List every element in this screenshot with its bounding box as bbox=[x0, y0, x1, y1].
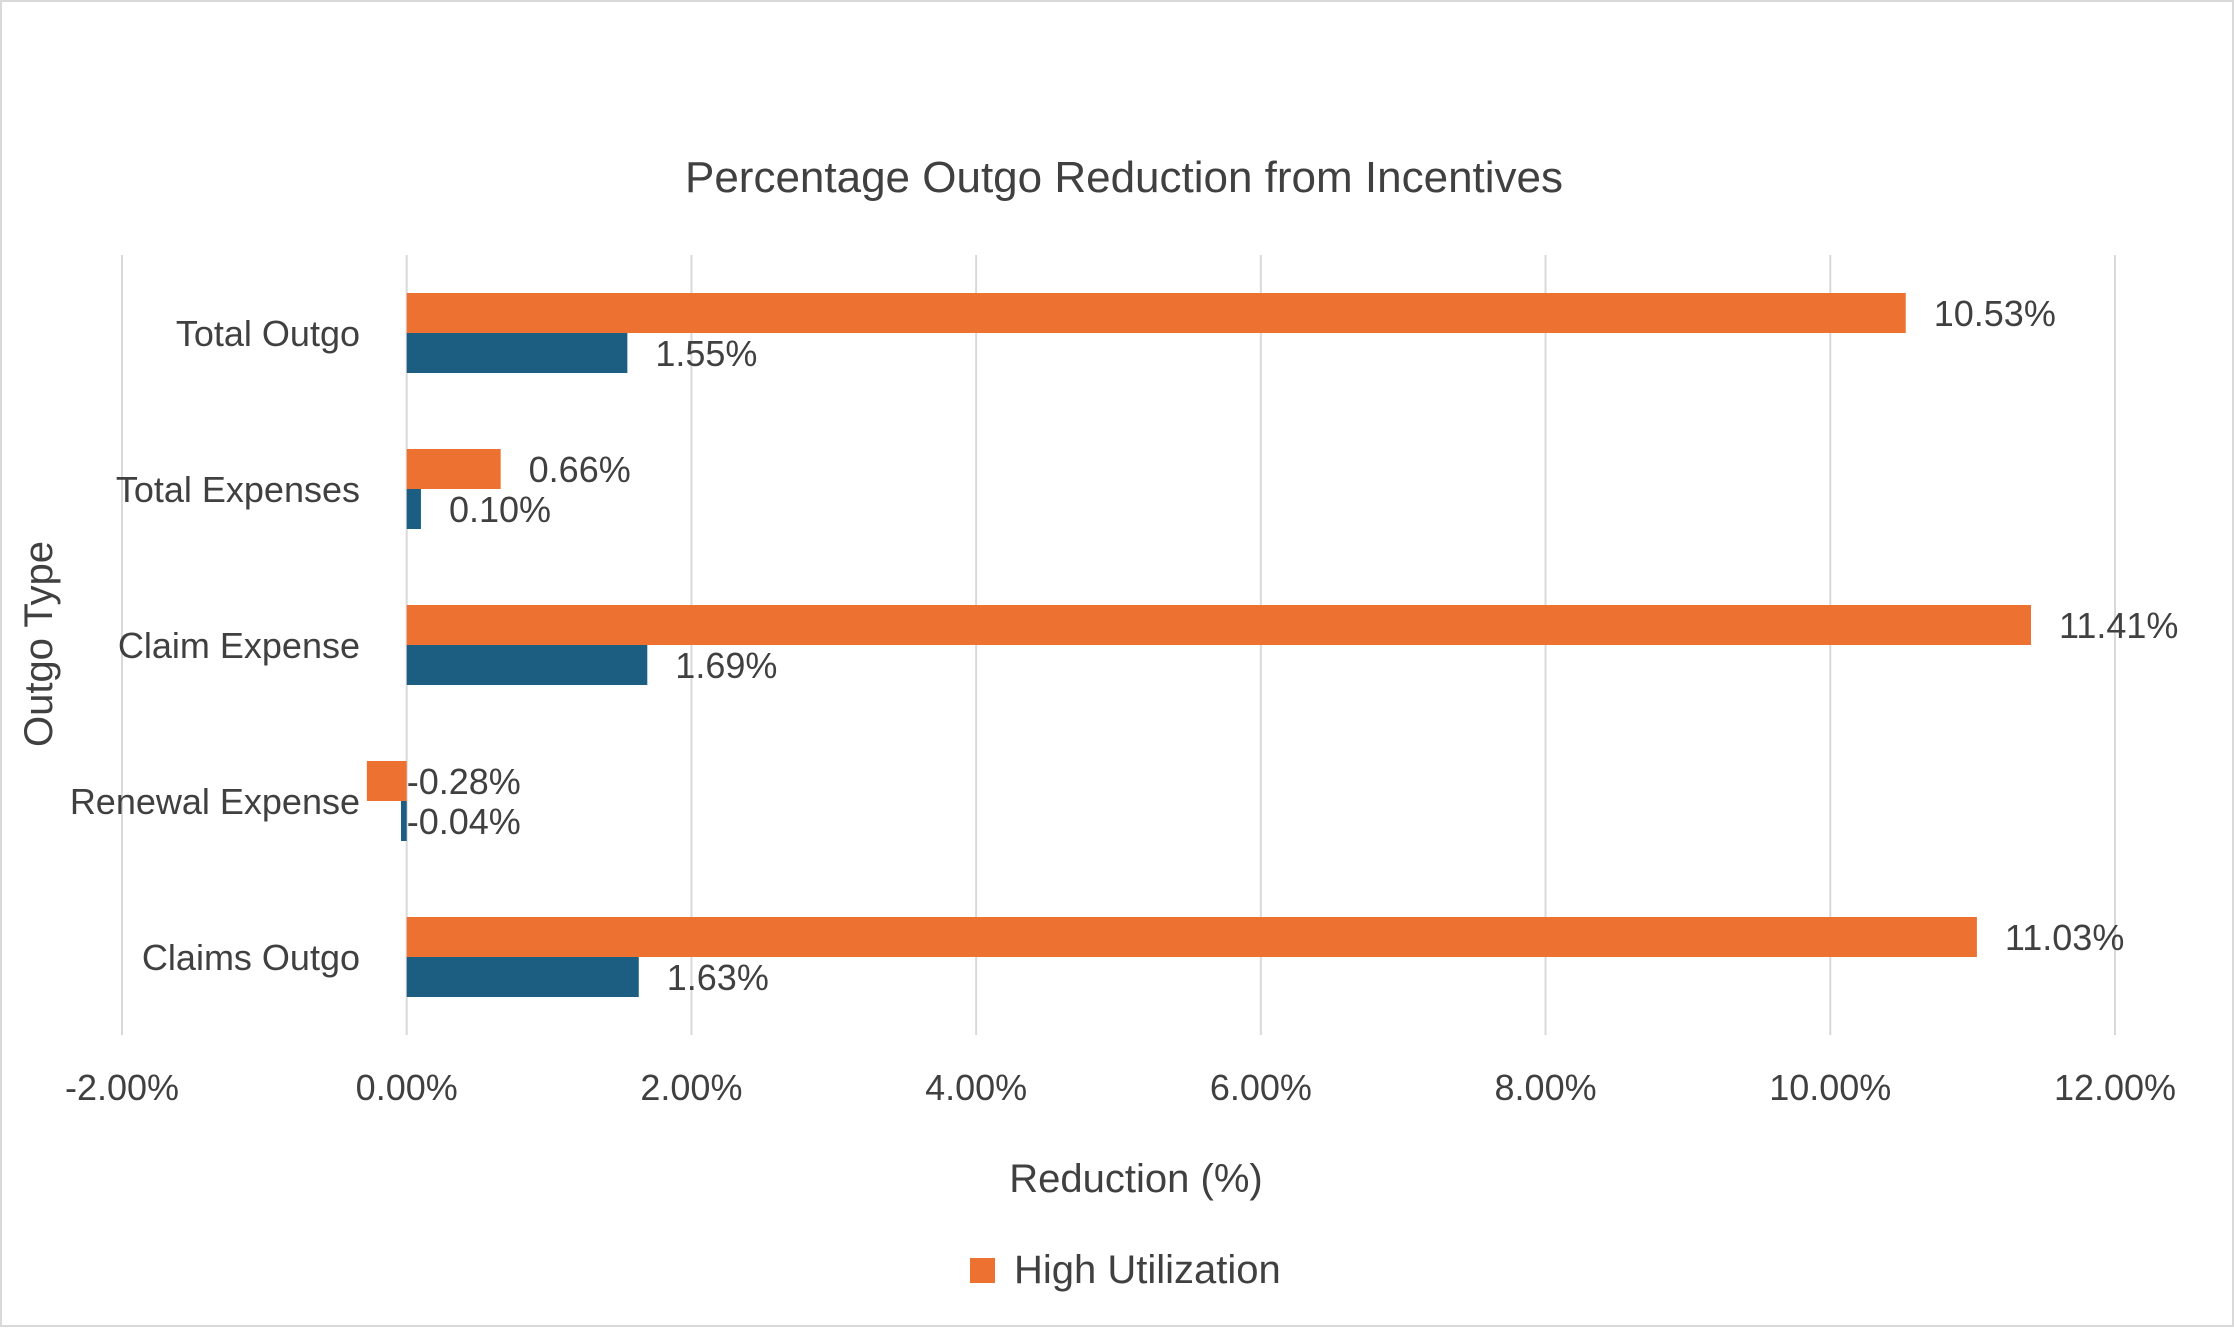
x-tick-label: 10.00% bbox=[1769, 1067, 1891, 1108]
category-label: Renewal Expense bbox=[70, 781, 360, 822]
data-label: 1.63% bbox=[667, 957, 769, 998]
data-label: 1.69% bbox=[675, 645, 777, 686]
data-label: 11.03% bbox=[2005, 917, 2124, 958]
legend: High Utilization bbox=[970, 1248, 1281, 1292]
bar bbox=[406, 645, 648, 685]
data-label: 11.41% bbox=[2059, 605, 2178, 646]
category-labels: Total Outgo Total Expenses Claim Expense Re… bbox=[70, 313, 360, 978]
data-label: 10.53% bbox=[1934, 293, 2056, 334]
x-tick-label: 2.00% bbox=[640, 1067, 742, 1108]
x-tick-labels: -2.00% 0.00% 2.00% 4.00% 6.00% 8.00% 10.00% 12.… bbox=[65, 1067, 2176, 1108]
bar bbox=[406, 957, 639, 997]
bar bbox=[366, 761, 407, 801]
x-tick-label: 0.00% bbox=[356, 1067, 458, 1108]
x-tick-label: 6.00% bbox=[1210, 1067, 1312, 1108]
data-labels: 10.53% 1.55% 0.66%0.10% 11.41% 1.69% -0.28%-0… bbox=[407, 293, 2179, 998]
bar bbox=[406, 449, 501, 489]
data-label: -0.04% bbox=[407, 801, 521, 842]
bar bbox=[406, 605, 2032, 645]
chart-title: Percentage Outgo Reduction from Incentiv… bbox=[685, 153, 1563, 202]
x-tick-label: -2.00% bbox=[65, 1067, 179, 1108]
bar bbox=[406, 333, 628, 373]
bar bbox=[406, 917, 1977, 957]
data-label: -0.28% bbox=[407, 761, 521, 802]
y-axis-title: Outgo Type bbox=[17, 541, 61, 747]
x-tick-label: 12.00% bbox=[2054, 1067, 2176, 1108]
legend-label-high-utilization: High Utilization bbox=[1014, 1248, 1281, 1292]
x-tick-label: 8.00% bbox=[1495, 1067, 1597, 1108]
x-tick-label: 4.00% bbox=[925, 1067, 1027, 1108]
x-axis-title: Reduction (%) bbox=[1009, 1157, 1262, 1201]
category-label: Total Outgo bbox=[176, 313, 360, 354]
category-label: Claim Expense bbox=[118, 625, 360, 666]
category-label: Claims Outgo bbox=[142, 937, 360, 978]
bars bbox=[366, 293, 2032, 997]
legend-swatch-high-utilization bbox=[970, 1258, 995, 1283]
data-label: 1.55% bbox=[655, 333, 757, 374]
data-label: 0.66% bbox=[529, 449, 631, 490]
data-label: 0.10% bbox=[449, 489, 551, 530]
bar bbox=[406, 489, 421, 529]
category-label: Total Expenses bbox=[116, 469, 360, 510]
bar bbox=[406, 293, 1906, 333]
bar bbox=[401, 801, 407, 841]
